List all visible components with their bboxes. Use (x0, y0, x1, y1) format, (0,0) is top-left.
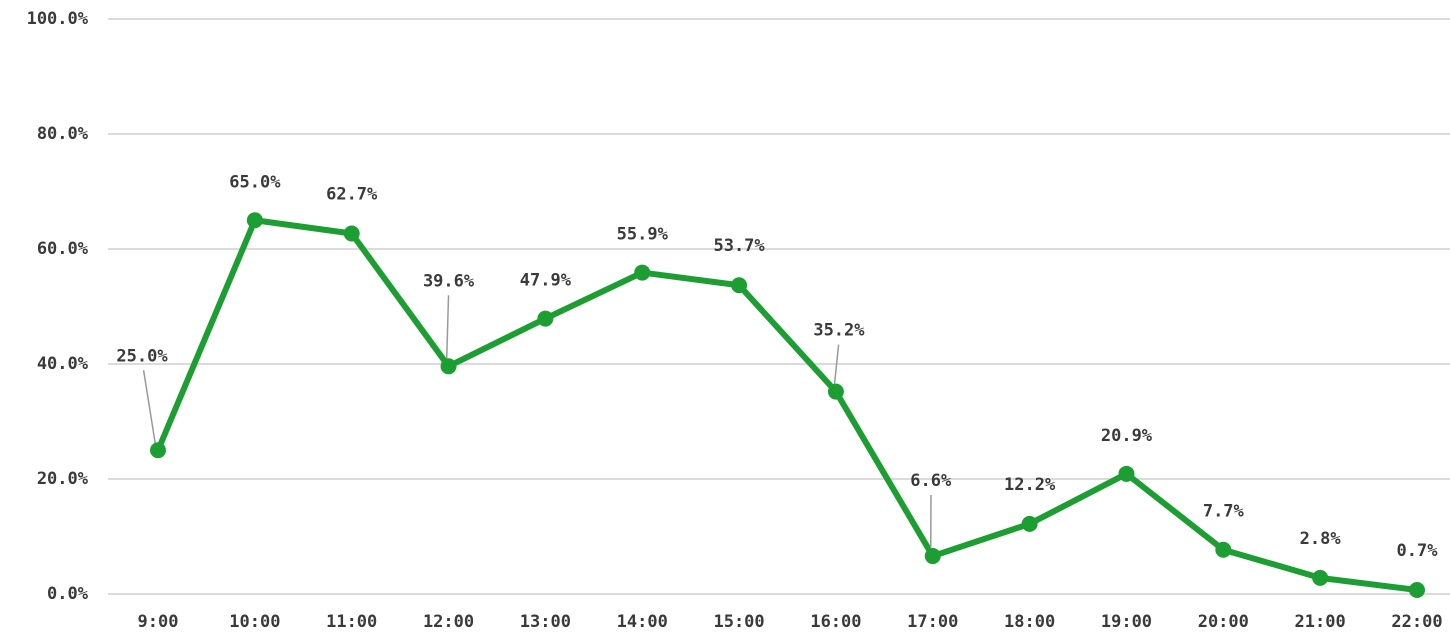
marker (634, 264, 651, 281)
marker (1021, 515, 1038, 532)
marker (1215, 541, 1232, 558)
marker (440, 358, 457, 375)
data-label: 62.7% (326, 184, 378, 204)
marker (1409, 581, 1425, 598)
x-tick-label: 12:00 (423, 612, 474, 632)
data-label: 2.8% (1300, 529, 1342, 549)
x-tick-label: 11:00 (326, 612, 377, 632)
x-tick-label: 13:00 (520, 612, 571, 632)
leader-line (445, 295, 450, 365)
x-tick-label: 19:00 (1101, 612, 1152, 632)
line (155, 217, 1418, 593)
marker (731, 277, 748, 294)
data-label: 12.2% (1004, 475, 1056, 495)
x-tick-label: 20:00 (1198, 612, 1249, 632)
data-label: 55.9% (617, 225, 669, 245)
y-tick-label: 20.0% (37, 469, 89, 489)
data-label: 39.6% (423, 271, 475, 291)
y-tick-label: 100.0% (27, 9, 89, 29)
marker (827, 383, 844, 400)
marker (343, 225, 360, 242)
x-tick-label: 15:00 (713, 612, 764, 632)
data-label: 6.6% (910, 471, 952, 491)
marker (1118, 465, 1135, 482)
y-tick-label: 80.0% (37, 124, 89, 144)
data-label: 7.7% (1203, 502, 1245, 522)
data-label: 25.0% (116, 346, 168, 366)
marker (246, 212, 263, 229)
data-label: 53.7% (713, 236, 765, 256)
data-label: 65.0% (229, 172, 281, 192)
x-tick-label: 14:00 (617, 612, 668, 632)
x-tick-label: 17:00 (907, 612, 958, 632)
x-tick-label: 21:00 (1295, 612, 1346, 632)
marker (150, 442, 166, 459)
x-tick-label: 22:00 (1391, 612, 1442, 632)
data-label: 35.2% (813, 321, 865, 341)
marker (924, 548, 941, 565)
x-tick-label: 10:00 (229, 612, 280, 632)
x-tick-label: 16:00 (810, 612, 861, 632)
leader-line (142, 370, 157, 449)
data-label: 20.9% (1101, 426, 1153, 446)
y-tick-label: 40.0% (37, 354, 89, 374)
x-tick-label: 9:00 (138, 612, 179, 632)
marker (1312, 569, 1329, 586)
y-tick-label: 60.0% (37, 239, 89, 259)
data-label: 0.7% (1397, 541, 1439, 561)
x-tick-label: 18:00 (1004, 612, 1055, 632)
data-label: 47.9% (520, 271, 572, 291)
leader-line (833, 344, 840, 390)
y-tick-label: 0.0% (47, 584, 89, 604)
marker (537, 310, 554, 327)
